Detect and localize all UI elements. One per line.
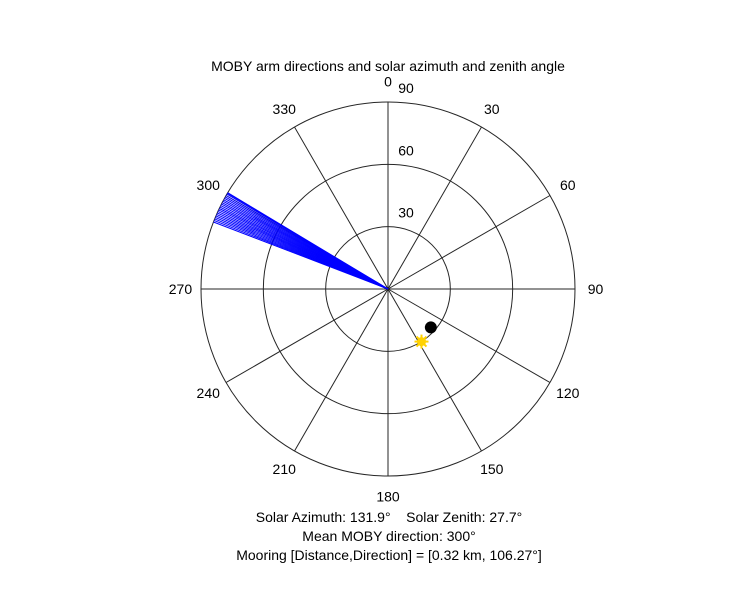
radius-tick-label: 30 <box>398 205 414 221</box>
angle-tick-label: 90 <box>588 281 604 297</box>
angle-tick-label: 120 <box>556 385 580 401</box>
solar-caption: Solar Azimuth: 131.9° Solar Zenith: 27.7… <box>255 509 523 525</box>
angle-tick-label: 60 <box>560 177 576 193</box>
angle-spoke <box>225 288 389 383</box>
angle-tick-label: 210 <box>273 461 297 477</box>
solar-position-marker <box>424 321 437 334</box>
angle-tick-label: 330 <box>273 101 297 117</box>
angle-tick-label: 240 <box>197 385 221 401</box>
moby-caption: Mean MOBY direction: 300° <box>302 528 476 544</box>
angle-spoke <box>387 288 551 383</box>
chart-title: MOBY arm directions and solar azimuth an… <box>211 58 565 74</box>
angle-tick-label: 0 <box>384 73 392 89</box>
moby-arm-line <box>227 192 389 290</box>
angle-tick-label: 180 <box>376 489 400 505</box>
polar-plot: MOBY arm directions and solar azimuth an… <box>169 58 604 505</box>
data-layer <box>213 192 437 349</box>
angle-tick-label: 150 <box>480 461 504 477</box>
polar-labels: 0 30 60 90 120 150 180 210 240 270 300 330 30 60 90 <box>169 73 604 504</box>
angle-spoke <box>294 288 389 452</box>
mooring-caption: Mooring [Distance,Direction] = [0.32 km,… <box>236 547 542 563</box>
sun-disc <box>416 337 426 347</box>
angle-spoke <box>387 288 482 452</box>
angle-tick-label: 300 <box>197 177 221 193</box>
angle-spoke <box>387 126 482 290</box>
radius-tick-label: 60 <box>398 142 414 158</box>
angle-spoke <box>294 126 389 290</box>
radius-tick-label: 90 <box>398 80 414 96</box>
sun-icon <box>414 334 429 349</box>
angle-spoke <box>387 195 551 290</box>
polar-grid <box>200 101 576 477</box>
angle-tick-label: 30 <box>484 101 500 117</box>
angle-tick-label: 270 <box>169 281 193 297</box>
